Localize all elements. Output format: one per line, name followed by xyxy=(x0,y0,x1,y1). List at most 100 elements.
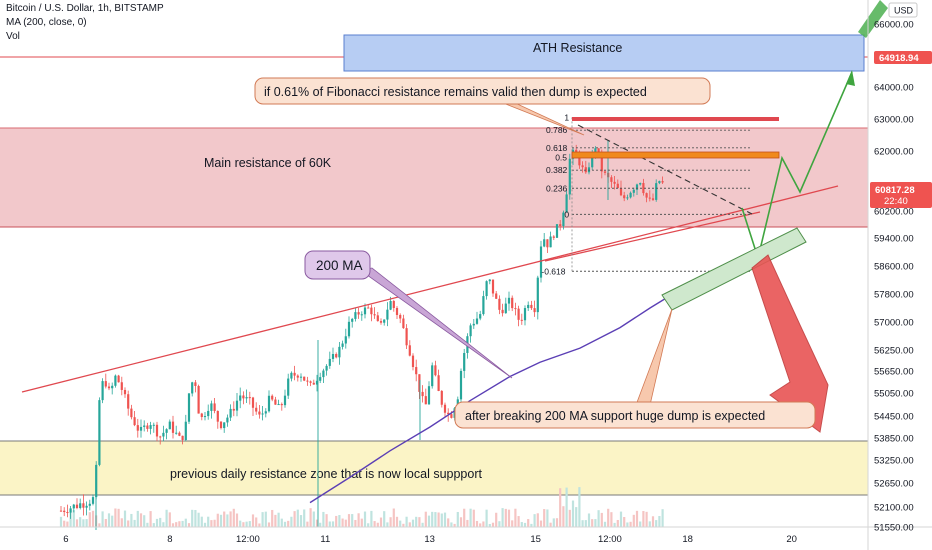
volume-bar xyxy=(491,522,495,527)
candle-body xyxy=(75,504,79,509)
fib-callout xyxy=(254,77,711,105)
volume-bar xyxy=(181,520,184,527)
volume-bar xyxy=(98,523,101,527)
volume-bar xyxy=(373,521,376,527)
candle-body xyxy=(194,382,197,386)
candle-body xyxy=(245,397,248,399)
candle-body xyxy=(152,424,155,426)
volume-bar xyxy=(616,519,619,527)
candle-body xyxy=(191,382,194,394)
fib-callout-text: if 0.61% of Fibonacci resistance remains… xyxy=(264,85,647,99)
volume-bar xyxy=(418,517,421,527)
volume-bar xyxy=(584,520,587,527)
volume-bar xyxy=(427,515,431,527)
volume-bar xyxy=(386,522,389,527)
volume-bar xyxy=(184,518,187,527)
candle-body xyxy=(293,372,296,376)
candle-body xyxy=(344,336,347,344)
x-axis: 6 8 12:00 11 13 15 12:00 18 20 xyxy=(63,534,797,545)
volume-bar xyxy=(165,509,168,527)
volume-bar xyxy=(85,519,88,527)
candle-body xyxy=(287,378,290,396)
volume-bar xyxy=(322,511,325,527)
ascending-trendline-lower xyxy=(544,211,761,262)
candle-body xyxy=(187,393,191,422)
volume-bar xyxy=(421,522,424,527)
volume-bar xyxy=(315,519,319,527)
volume-bar xyxy=(463,508,466,527)
candle-body xyxy=(504,303,507,314)
volume-bar xyxy=(59,516,63,527)
x-tick-label: 12:00 xyxy=(598,534,622,545)
fib-level-label: 0.618 xyxy=(546,143,568,153)
volume-bar xyxy=(469,508,472,527)
volume-bar xyxy=(661,509,664,527)
volume-bar xyxy=(578,487,581,527)
volume-bar xyxy=(347,514,351,527)
candle-body xyxy=(639,183,642,185)
volume-bar xyxy=(600,512,603,527)
volume-bar xyxy=(267,522,271,527)
volume-bar xyxy=(207,516,210,527)
candle-body xyxy=(290,372,293,379)
candle-body xyxy=(85,505,88,508)
volume-bar xyxy=(146,522,149,527)
candle-body xyxy=(280,404,283,406)
y-tick-label: 63000.00 xyxy=(874,115,914,126)
volume-bar xyxy=(565,487,568,527)
ath-price-text: 64918.94 xyxy=(879,53,919,64)
volume-bar xyxy=(72,510,75,527)
candle-body xyxy=(181,435,184,441)
ma-support-box xyxy=(661,227,807,311)
candle-body xyxy=(59,510,63,512)
candle-body xyxy=(315,380,319,385)
fib-level-label: 0.236 xyxy=(546,183,568,193)
volume-bar xyxy=(271,509,274,527)
bullish-arrow-head xyxy=(846,70,855,86)
ma-indicator-label[interactable]: MA (200, close, 0) xyxy=(6,17,87,28)
volume-bar xyxy=(290,516,293,527)
candle-body xyxy=(274,399,277,405)
fib-level-0618-bar xyxy=(571,151,780,159)
candle-body xyxy=(562,212,565,226)
candle-body xyxy=(623,195,626,199)
volume-bar xyxy=(274,514,277,527)
candle-body xyxy=(408,345,411,356)
ath-price-tag xyxy=(874,51,932,64)
volume-bar xyxy=(363,511,367,527)
candle-body xyxy=(277,404,280,406)
candle-body xyxy=(309,381,312,383)
symbol-title[interactable]: Bitcoin / U.S. Dollar, 1h, BITSTAMP xyxy=(6,3,164,14)
volume-bar xyxy=(175,522,178,527)
volume-indicator-label[interactable]: Vol xyxy=(6,31,20,42)
volume-bar xyxy=(501,508,504,527)
y-axis[interactable]: 66000.00 64000.00 63000.00 62000.00 60200.00… xyxy=(874,20,914,534)
candle-body xyxy=(642,183,645,194)
volume-bar xyxy=(568,509,571,527)
ascending-trendline-upper xyxy=(21,185,839,393)
candle-body xyxy=(437,375,440,391)
candle-body xyxy=(523,308,527,321)
candle-body xyxy=(498,298,501,310)
currency-button[interactable] xyxy=(888,2,918,18)
volume-bar xyxy=(555,518,559,527)
dump-callout-pointer xyxy=(635,308,673,406)
candle-body xyxy=(555,224,559,238)
candle-body xyxy=(299,376,303,378)
candle-body xyxy=(203,416,207,418)
candle-body xyxy=(360,314,363,316)
y-tick-label: 53850.00 xyxy=(874,434,914,445)
volume-bar xyxy=(162,522,165,527)
candle-body xyxy=(447,412,450,415)
volume-bar xyxy=(376,522,379,527)
candle-body xyxy=(363,307,367,315)
candle-body xyxy=(635,184,639,190)
volume-bar xyxy=(341,518,344,527)
volume-bar xyxy=(443,512,447,527)
volume-bar xyxy=(408,522,411,527)
candle-body xyxy=(213,403,216,412)
candle-body xyxy=(219,421,223,429)
candle-body xyxy=(527,304,530,309)
